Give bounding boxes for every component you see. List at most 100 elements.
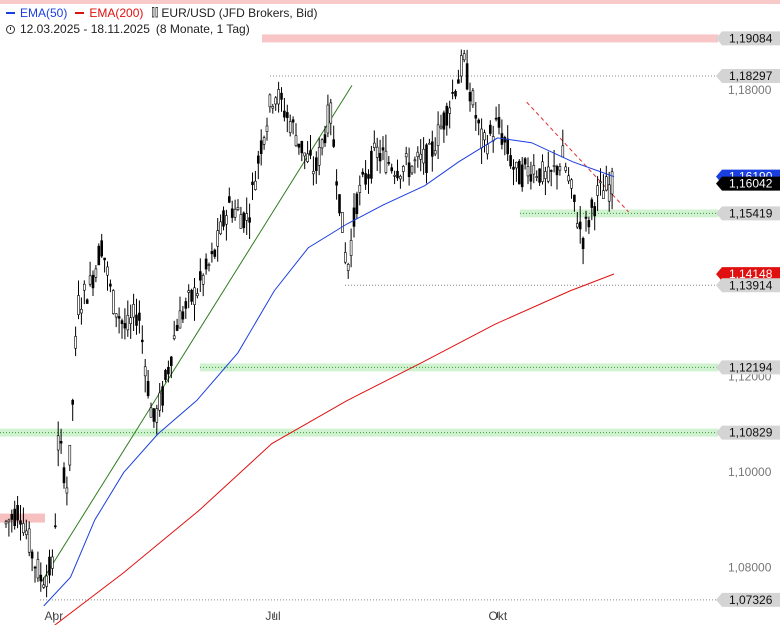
candle-body (352, 207, 356, 227)
candle-body (459, 55, 463, 77)
candle-body (436, 124, 440, 146)
candle-body (407, 162, 411, 178)
candle-body (486, 144, 489, 155)
candle-body (341, 212, 344, 233)
candle-body (88, 275, 92, 285)
legend-ema200[interactable]: EMA(200) (75, 6, 143, 20)
legend-ema50[interactable]: EMA(50) (6, 6, 67, 20)
legend-period: 12.03.2025 - 18.11.2025 (8 Monate, 1 Tag… (6, 22, 250, 36)
candle-body (526, 166, 530, 177)
candle-body (225, 215, 228, 225)
candle-body (581, 238, 585, 250)
candle-body (604, 176, 608, 191)
candle-body (59, 440, 63, 444)
candle-body (149, 407, 153, 418)
candle-body (297, 143, 301, 148)
candle-body (30, 551, 34, 559)
candle-body (56, 435, 60, 451)
level-label-1-bg (716, 68, 780, 83)
candle-body (53, 525, 57, 528)
candle-body (216, 230, 219, 247)
level-label-3-text: 1,13914 (729, 278, 773, 292)
candle-body (74, 336, 77, 349)
candle-body (329, 102, 333, 124)
candle-body (573, 194, 576, 202)
candle-body (265, 125, 269, 132)
candle-body (422, 148, 425, 164)
candle-body (541, 161, 544, 182)
y-tick-label-2: 1,10000 (728, 465, 772, 479)
candle-body (291, 119, 295, 123)
candle-body (193, 287, 196, 306)
candle-body (161, 386, 164, 406)
candlestick-icon: ⫿⫿ (151, 6, 159, 19)
left-resistance-box (0, 513, 45, 523)
candle-body (387, 162, 391, 164)
candle-body (207, 264, 211, 266)
candle-body (164, 370, 167, 380)
level-label-0: 1,19084 (716, 31, 780, 46)
ema50-label: EMA(50) (20, 6, 68, 20)
candle-body (117, 316, 121, 319)
candle-body (254, 180, 257, 190)
legend-instrument[interactable]: ⫿⫿ EUR/USD (JFD Brokers, Bid) (151, 6, 317, 20)
candle-body (158, 392, 161, 411)
candle-body (317, 147, 321, 166)
candle-body (584, 216, 588, 219)
candle-body (24, 530, 28, 535)
candle-body (94, 268, 98, 278)
candle-body (91, 274, 95, 289)
clock-icon (6, 24, 15, 34)
candle-body (33, 566, 37, 569)
candle-body (77, 295, 80, 315)
resistance-zone-0 (262, 34, 718, 43)
candle-body (68, 444, 72, 466)
candle-body (410, 165, 414, 174)
candle-body (596, 185, 599, 196)
candle-body (277, 89, 280, 105)
candle-body (138, 312, 141, 321)
level-label-1: 1,18297 (716, 68, 780, 83)
candle-body (114, 313, 118, 318)
candle-body (141, 339, 144, 343)
candle-body (172, 335, 176, 339)
candle-body (546, 166, 550, 182)
candle-body (567, 175, 570, 182)
level-label-2-bg (716, 206, 780, 221)
candle-body (593, 206, 597, 217)
x-tick-label-2: Okt (489, 609, 508, 623)
candle-body (109, 283, 112, 287)
candle-body (343, 252, 347, 263)
candle-body (100, 240, 103, 257)
candle-body (39, 574, 43, 582)
candle-body (300, 140, 304, 154)
candle-body (428, 142, 431, 145)
candle-body (520, 164, 524, 188)
candle-body (239, 214, 243, 229)
x-tick-label-0: Apr (45, 609, 64, 623)
candle-body (338, 194, 341, 214)
candle-body (390, 167, 394, 172)
candle-body (375, 146, 379, 158)
candle-body (462, 53, 466, 61)
candle-body (378, 153, 382, 162)
candle-body (71, 399, 74, 405)
candle-body (126, 315, 130, 331)
candle-body (570, 179, 573, 189)
candle-body (323, 134, 327, 144)
candle-body (425, 144, 428, 174)
candle-body (430, 141, 434, 157)
ema200-swatch (75, 12, 85, 14)
candle-body (187, 290, 190, 293)
candle-body (4, 521, 8, 525)
candle-body (480, 128, 483, 149)
candle-body (590, 199, 594, 208)
candle-body (416, 151, 420, 158)
ema50-swatch (6, 12, 15, 14)
instrument-label: EUR/USD (JFD Brokers, Bid) (161, 6, 318, 20)
level-label-2: 1,15419 (716, 206, 780, 221)
candle-body (135, 314, 138, 326)
candle-body (10, 514, 14, 520)
candle-body (213, 249, 217, 257)
